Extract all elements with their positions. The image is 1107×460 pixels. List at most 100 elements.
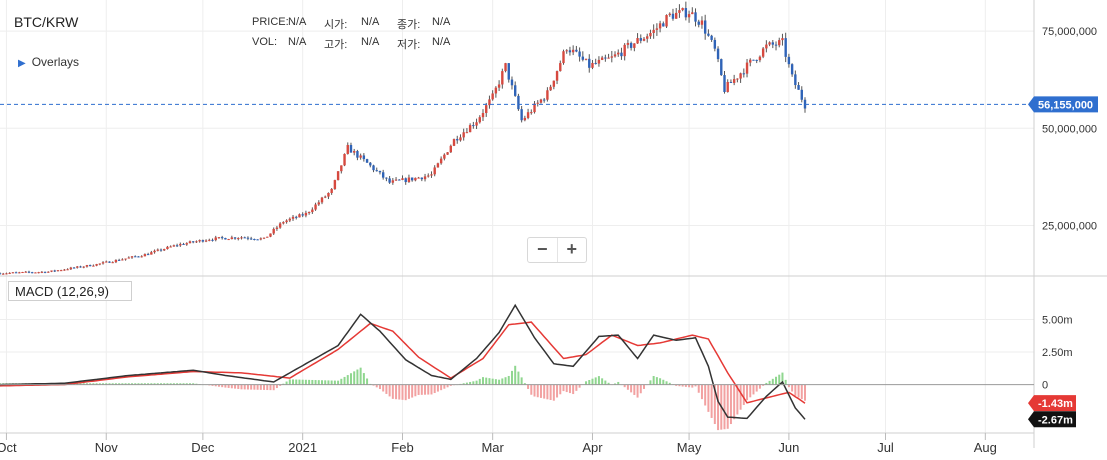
candle-body bbox=[111, 262, 114, 264]
histogram-bar bbox=[134, 383, 137, 385]
candle-body bbox=[732, 79, 736, 83]
histogram-bar bbox=[768, 380, 771, 385]
candle-body bbox=[497, 84, 501, 88]
candle-body bbox=[526, 112, 530, 118]
candle-body bbox=[623, 44, 626, 57]
histogram-bar bbox=[514, 365, 517, 385]
candle-body bbox=[237, 238, 240, 240]
x-tick-label: May bbox=[677, 440, 702, 455]
histogram-bar bbox=[407, 384, 410, 399]
candle-body bbox=[249, 238, 253, 240]
candle-body bbox=[655, 28, 659, 30]
candle-body bbox=[578, 51, 581, 57]
candle-body bbox=[565, 50, 568, 52]
histogram-bar bbox=[160, 383, 162, 385]
high-value: N/A bbox=[361, 36, 380, 48]
histogram-bar bbox=[349, 373, 352, 385]
candle-body bbox=[259, 238, 263, 240]
candle-body bbox=[18, 272, 21, 274]
price-y-tick-label: 50,000,000 bbox=[1042, 123, 1097, 135]
candle-body bbox=[217, 237, 221, 239]
candle-body bbox=[336, 171, 340, 181]
histogram-bar bbox=[688, 384, 691, 388]
candle-body bbox=[256, 239, 259, 241]
candle-body bbox=[8, 272, 11, 274]
histogram-bar bbox=[179, 383, 182, 385]
macd-indicator-label[interactable]: MACD (12,26,9) bbox=[8, 281, 132, 301]
histogram-bar bbox=[659, 378, 662, 385]
candle-body bbox=[349, 144, 353, 153]
x-tick-label: Aug bbox=[974, 440, 997, 455]
candle-body bbox=[375, 170, 378, 172]
histogram-bar bbox=[588, 380, 591, 385]
low-value: N/A bbox=[432, 36, 451, 48]
histogram-bar bbox=[114, 383, 117, 385]
overlays-toggle[interactable]: ▶ Overlays bbox=[18, 55, 79, 69]
candle-body bbox=[700, 20, 704, 25]
candle-body bbox=[198, 240, 201, 242]
x-tick-label: Nov bbox=[95, 440, 119, 455]
histogram-bar bbox=[594, 377, 597, 385]
candle-body bbox=[607, 57, 610, 59]
candle-body bbox=[372, 165, 375, 171]
candle-body bbox=[430, 174, 433, 176]
histogram-bar bbox=[211, 384, 214, 386]
candle-body bbox=[749, 59, 752, 63]
candle-body bbox=[37, 272, 40, 274]
histogram-bar bbox=[636, 384, 639, 398]
overlays-label: Overlays bbox=[31, 55, 80, 69]
histogram-bar bbox=[382, 384, 385, 392]
histogram-bar bbox=[82, 383, 85, 385]
candle-body bbox=[439, 158, 443, 164]
histogram-bar bbox=[378, 384, 381, 390]
candle-body bbox=[381, 172, 385, 178]
candle-body bbox=[491, 93, 494, 100]
zoom-in-button[interactable]: + bbox=[556, 238, 587, 262]
histogram-bar bbox=[662, 379, 665, 385]
candle-body bbox=[272, 228, 275, 234]
histogram-bar bbox=[230, 384, 233, 389]
histogram-bar bbox=[420, 384, 423, 395]
candle-body bbox=[475, 122, 478, 126]
histogram-bar bbox=[279, 384, 282, 386]
histogram-bar bbox=[694, 384, 697, 387]
histogram-bar bbox=[362, 373, 365, 385]
histogram-bar bbox=[176, 383, 179, 385]
histogram-bar bbox=[565, 384, 568, 393]
candle-body bbox=[291, 216, 295, 219]
histogram-bar bbox=[478, 378, 481, 385]
histogram-bar bbox=[723, 384, 726, 430]
candle-body bbox=[343, 153, 346, 166]
histogram-bar bbox=[427, 384, 430, 395]
candle-body bbox=[394, 179, 398, 181]
histogram-bar bbox=[295, 379, 298, 385]
candle-body bbox=[327, 192, 330, 197]
signal-last-value-label: -1.43m bbox=[1038, 398, 1073, 410]
histogram-bar bbox=[398, 384, 401, 400]
candle-body bbox=[211, 239, 214, 241]
candle-body bbox=[636, 38, 639, 44]
candle-body bbox=[446, 152, 449, 155]
histogram-bar bbox=[301, 379, 304, 385]
histogram-bar bbox=[578, 384, 581, 388]
histogram-bar bbox=[285, 381, 288, 385]
histogram-bar bbox=[742, 384, 745, 405]
histogram-bar bbox=[700, 384, 703, 400]
histogram-bar bbox=[234, 384, 237, 389]
histogram-bar bbox=[729, 384, 732, 425]
histogram-bar bbox=[127, 383, 130, 385]
candle-body bbox=[414, 177, 417, 181]
histogram-bar bbox=[124, 383, 127, 385]
price-value: N/A bbox=[288, 16, 307, 28]
macd-y-tick-label: 5.00m bbox=[1042, 315, 1073, 327]
candle-body bbox=[98, 263, 102, 265]
candle-body bbox=[5, 273, 8, 275]
candle-body bbox=[468, 125, 472, 133]
candle-body bbox=[427, 175, 430, 177]
candle-body bbox=[282, 222, 285, 224]
histogram-bar bbox=[391, 384, 394, 399]
zoom-out-button[interactable]: − bbox=[536, 239, 548, 259]
candle-body bbox=[66, 269, 69, 271]
histogram-bar bbox=[76, 383, 79, 385]
